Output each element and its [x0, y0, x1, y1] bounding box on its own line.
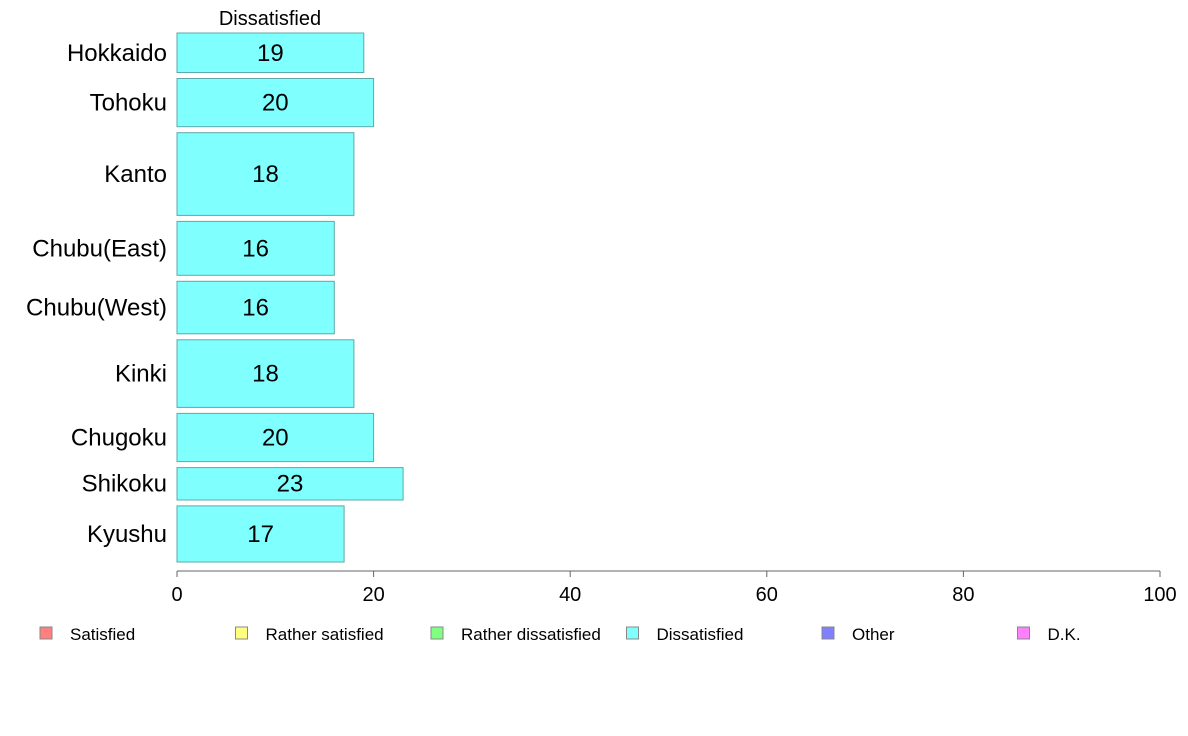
legend-swatch — [821, 626, 835, 640]
legend-label: D.K. — [1048, 625, 1081, 644]
data-label-kyushu: 17 — [247, 521, 274, 548]
category-label-kinki: Kinki — [115, 361, 167, 388]
x-tick-label: 100 — [1143, 584, 1176, 606]
data-label-hokkaido: 19 — [257, 40, 284, 67]
bar-chubu-west — [176, 280, 335, 335]
legend: Satisfied Rather satisfied Rather dissatis… — [39, 625, 1081, 644]
legend-swatch — [39, 626, 53, 640]
legend-label: Rather satisfied — [266, 625, 384, 644]
x-tick-label: 60 — [756, 584, 778, 606]
bar-chubu-east — [176, 220, 335, 276]
category-label-chugoku: Chugoku — [71, 425, 167, 452]
data-label-chubu-east: 16 — [242, 235, 269, 262]
data-label-shikoku: 23 — [277, 471, 304, 498]
data-label-chubu-west: 16 — [242, 295, 269, 322]
bar-kyushu — [176, 505, 345, 563]
data-label-tohoku: 20 — [262, 90, 289, 117]
x-tick-label: 0 — [171, 584, 182, 606]
bar-hokkaido — [176, 32, 365, 73]
legend-label: Rather dissatisfied — [461, 625, 601, 644]
x-axis: 0 20 40 60 80 100 — [171, 570, 1177, 606]
chart-title: Dissatisfied — [219, 8, 321, 30]
bar-shikoku — [176, 467, 404, 501]
x-tick-label: 40 — [559, 584, 581, 606]
category-label-kanto: Kanto — [104, 161, 167, 188]
x-tick-label: 20 — [362, 584, 384, 606]
legend-label: Satisfied — [70, 625, 135, 644]
legend-swatch — [430, 626, 444, 640]
bar-kanto — [176, 132, 355, 216]
category-label-tohoku: Tohoku — [90, 90, 167, 117]
legend-swatch — [626, 626, 639, 640]
bar-tohoku — [176, 78, 375, 128]
data-label-chugoku: 20 — [262, 425, 289, 452]
bar-chugoku — [176, 412, 375, 463]
data-label-kinki: 18 — [252, 361, 279, 388]
category-label-chubu-east: Chubu(East) — [32, 235, 167, 262]
legend-swatch — [235, 626, 248, 640]
category-label-hokkaido: Hokkaido — [67, 40, 167, 67]
legend-label: Other — [852, 625, 895, 644]
data-label-kanto: 18 — [252, 161, 279, 188]
category-label-chubu-west: Chubu(West) — [26, 295, 167, 322]
y-axis-labels: Hokkaido Tohoku Kanto Chubu(East) Chubu(West… — [26, 40, 167, 548]
x-tick-label: 80 — [952, 584, 974, 606]
category-label-shikoku: Shikoku — [82, 471, 167, 498]
category-label-kyushu: Kyushu — [87, 521, 167, 548]
bar-kinki — [176, 339, 355, 408]
legend-label: Dissatisfied — [657, 625, 744, 644]
legend-swatch — [1017, 626, 1030, 640]
